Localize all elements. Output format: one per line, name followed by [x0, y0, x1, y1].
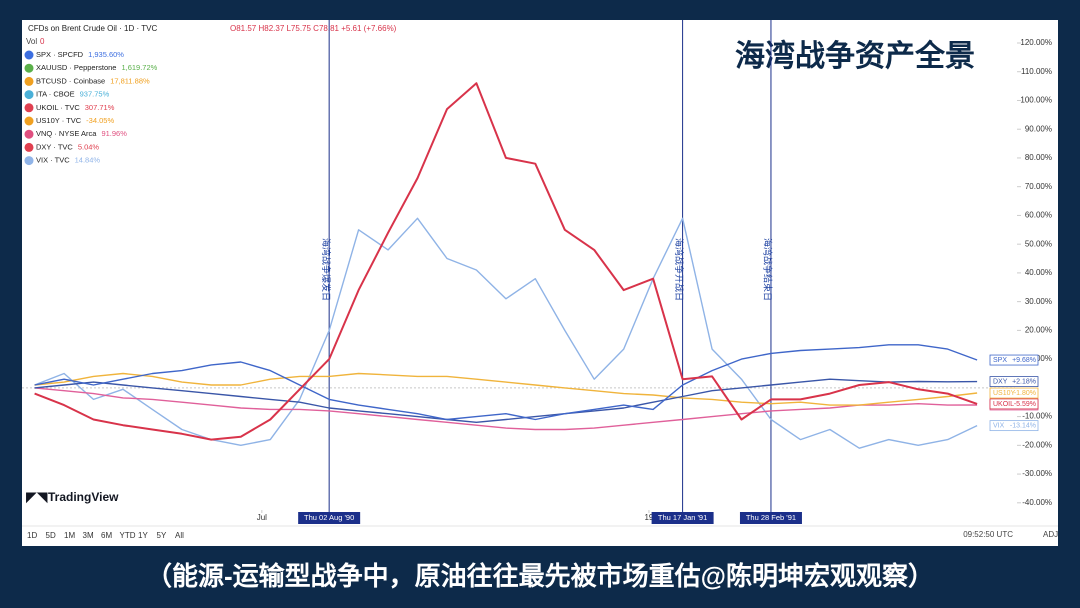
brand-icon: ◤◥	[26, 489, 48, 505]
legend-icon	[24, 76, 34, 86]
event-note: 海湾战争结束日	[763, 238, 774, 301]
end-tag-value: -13.14%	[1010, 422, 1036, 429]
y-tick-label: -40.00%	[1022, 498, 1052, 507]
event-box	[739, 512, 802, 524]
range-button[interactable]: 1Y	[138, 531, 148, 540]
end-tag-value: +2.18%	[1012, 378, 1036, 385]
legend-icon	[24, 103, 34, 113]
adj[interactable]: ADJ	[1043, 530, 1058, 539]
y-tick-label: 70.00%	[1025, 182, 1052, 191]
event-note: 海湾战争开战日	[674, 238, 685, 301]
legend-symbol[interactable]: BTCUSD · Coinbase	[36, 76, 105, 85]
series-line	[34, 378, 978, 423]
x-tick-label: Jul	[257, 513, 267, 522]
end-tag	[989, 420, 1039, 432]
legend-icon	[24, 50, 34, 60]
legend-change: 937.75%	[80, 90, 110, 99]
end-tag	[989, 387, 1039, 399]
series-line	[34, 217, 978, 449]
end-tag-name: VIX	[993, 422, 1005, 429]
y-tick-label: -30.00%	[1022, 469, 1052, 478]
end-tag	[989, 376, 1039, 387]
legend-icon	[24, 142, 34, 152]
legend-symbol[interactable]: US10Y · TVC	[36, 116, 82, 125]
vol-value: 0	[40, 37, 45, 46]
range-button[interactable]: 6M	[101, 531, 112, 540]
range-button[interactable]: 1D	[27, 531, 37, 540]
end-tag	[989, 398, 1039, 410]
range-button[interactable]: 1M	[64, 531, 75, 540]
series-line	[34, 372, 978, 406]
event-box	[298, 512, 361, 524]
legend-change: -34.05%	[86, 116, 114, 125]
event-label: Thu 17 Jan '91	[658, 513, 707, 522]
legend-symbol[interactable]: SPX · SPCFD	[36, 50, 84, 59]
y-tick-label: 120.00%	[1020, 38, 1052, 47]
chart-panel	[22, 20, 1058, 546]
legend-change: 14.84%	[75, 156, 101, 165]
event-note: 海湾战争爆发日	[321, 238, 332, 301]
end-tag-value: +9.68%	[1012, 357, 1036, 364]
vol-label: Vol	[26, 37, 37, 46]
legend-symbol[interactable]: VIX · TVC	[36, 156, 70, 165]
legend-change: 17,811.88%	[110, 76, 150, 85]
legend-symbol[interactable]: XAUUSD · Pepperstone	[36, 63, 116, 72]
y-tick-label: 40.00%	[1025, 268, 1052, 277]
y-tick-label: 100.00%	[1020, 96, 1052, 105]
end-tag-name: SPX	[993, 357, 1007, 364]
legend-change: 1,935.60%	[88, 50, 124, 59]
y-tick-label: 10.00%	[1025, 354, 1052, 363]
legend-icon	[24, 116, 34, 126]
clock: 09:52:50 UTC	[963, 530, 1013, 539]
end-tag	[989, 354, 1039, 366]
caption: （能源-运输型战争中，原油往往最先被市场重估@陈明坤宏观观察）	[146, 561, 934, 591]
range-button[interactable]: 5Y	[157, 531, 167, 540]
series-line	[34, 344, 978, 421]
range-button[interactable]: 5D	[46, 531, 56, 540]
legend-symbol[interactable]: UKOIL · TVC	[36, 103, 80, 112]
end-tag-name: US10Y	[993, 390, 1016, 397]
y-tick-label: 30.00%	[1025, 297, 1052, 306]
y-tick-label: 20.00%	[1025, 325, 1052, 334]
y-tick-label: -20.00%	[1022, 440, 1052, 449]
y-tick-label: 80.00%	[1025, 153, 1052, 162]
legend-icon	[24, 90, 34, 100]
series-line	[34, 387, 978, 431]
legend-symbol[interactable]: ITA · CBOE	[36, 90, 75, 99]
legend-symbol[interactable]: DXY · TVC	[36, 142, 73, 151]
event-box	[651, 512, 714, 524]
range-button[interactable]: All	[175, 531, 184, 540]
end-tag-name: UKOIL	[993, 401, 1014, 408]
range-button[interactable]: YTD	[120, 531, 136, 540]
y-tick-label: 110.00%	[1021, 67, 1052, 76]
legend-icon	[24, 63, 34, 73]
ohlc: O81.57 H82.37 L75.75 C78.81 +5.61 (+7.66…	[230, 24, 397, 33]
legend-icon	[24, 156, 34, 166]
chart-title: 海湾战争资产全景	[735, 39, 975, 73]
event-label: Thu 02 Aug '90	[304, 513, 354, 522]
event-label: Thu 28 Feb '91	[746, 513, 796, 522]
y-tick-label: -10.00%	[1022, 412, 1052, 421]
legend-change: 1,619.72%	[121, 63, 157, 72]
legend-change: 307.71%	[85, 103, 115, 112]
end-tag-name: DXY	[993, 378, 1008, 385]
series-line	[34, 82, 978, 441]
y-tick-label: 50.00%	[1025, 239, 1052, 248]
legend-change: 5.04%	[78, 142, 100, 151]
legend-symbol[interactable]: VNQ · NYSE Arca	[36, 129, 97, 138]
symbol: CFDs on Brent Crude Oil · 1D · TVC	[28, 24, 157, 33]
y-tick-label: 90.00%	[1025, 124, 1052, 133]
y-tick-label: 60.00%	[1025, 211, 1052, 220]
range-button[interactable]: 3M	[83, 531, 94, 540]
brand: TradingView	[48, 490, 119, 504]
end-tag-value: -5.59%	[1014, 401, 1036, 408]
legend-change: 91.96%	[101, 129, 127, 138]
x-tick-label: 19	[644, 513, 653, 522]
end-tag-value: -1.80%	[1014, 390, 1036, 397]
legend-icon	[24, 129, 34, 139]
